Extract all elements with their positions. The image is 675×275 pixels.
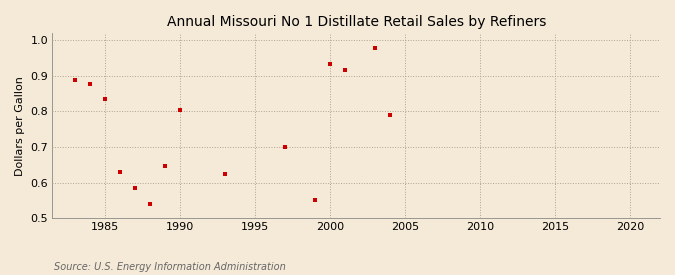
Point xyxy=(340,68,350,72)
Point xyxy=(385,113,396,117)
Point xyxy=(115,170,126,174)
Point xyxy=(219,172,230,177)
Point xyxy=(100,97,111,101)
Point xyxy=(159,163,170,168)
Point xyxy=(84,82,95,86)
Point xyxy=(370,46,381,50)
Point xyxy=(130,186,140,190)
Point xyxy=(279,145,290,149)
Point xyxy=(310,198,321,202)
Point xyxy=(70,78,80,82)
Text: Source: U.S. Energy Information Administration: Source: U.S. Energy Information Administ… xyxy=(54,262,286,272)
Point xyxy=(144,202,155,206)
Y-axis label: Dollars per Gallon: Dollars per Gallon xyxy=(15,76,25,175)
Title: Annual Missouri No 1 Distillate Retail Sales by Refiners: Annual Missouri No 1 Distillate Retail S… xyxy=(167,15,546,29)
Point xyxy=(175,108,186,112)
Point xyxy=(325,62,335,67)
